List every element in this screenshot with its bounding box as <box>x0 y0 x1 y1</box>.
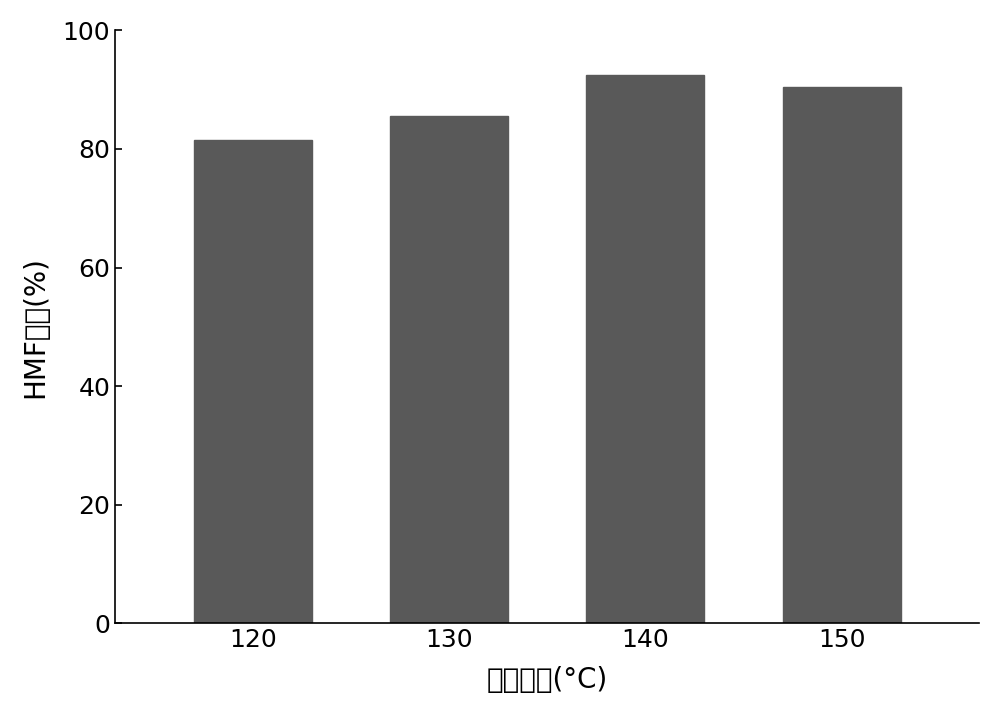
Bar <box>783 87 901 623</box>
Bar <box>586 75 704 623</box>
Bar <box>390 117 508 623</box>
Y-axis label: HMF产率(%): HMF产率(%) <box>21 256 49 398</box>
X-axis label: 反应温度(°C): 反应温度(°C) <box>487 666 608 694</box>
Bar <box>194 140 312 623</box>
